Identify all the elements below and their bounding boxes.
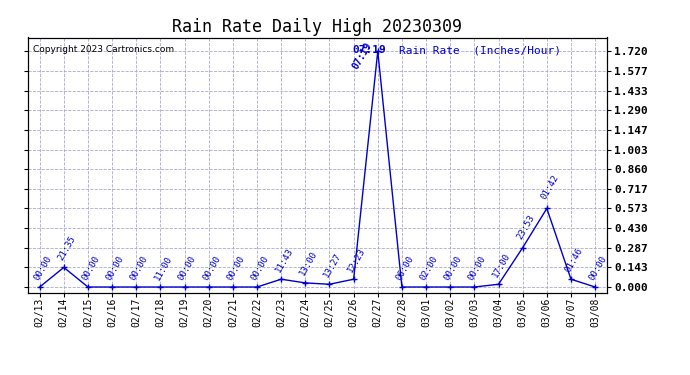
Text: 21:35: 21:35 xyxy=(56,234,77,261)
Text: 06:00: 06:00 xyxy=(394,254,415,282)
Text: 23:53: 23:53 xyxy=(515,214,536,242)
Text: 00:00: 00:00 xyxy=(587,254,609,282)
Text: 07:19: 07:19 xyxy=(352,45,386,55)
Text: 00:00: 00:00 xyxy=(201,254,222,282)
Text: Copyright 2023 Cartronics.com: Copyright 2023 Cartronics.com xyxy=(33,45,175,54)
Text: 00:00: 00:00 xyxy=(32,254,53,282)
Text: 00:00: 00:00 xyxy=(128,254,150,282)
Text: 00:00: 00:00 xyxy=(466,254,488,282)
Text: 01:42: 01:42 xyxy=(539,174,560,201)
Text: 07:19: 07:19 xyxy=(351,41,374,71)
Text: 00:00: 00:00 xyxy=(80,254,101,282)
Text: 12:23: 12:23 xyxy=(346,246,367,273)
Text: 00:00: 00:00 xyxy=(177,254,198,282)
Text: Rain Rate  (Inches/Hour): Rain Rate (Inches/Hour) xyxy=(399,45,560,55)
Text: 11:43: 11:43 xyxy=(273,246,295,273)
Text: 01:46: 01:46 xyxy=(563,246,584,273)
Text: 02:00: 02:00 xyxy=(418,254,440,282)
Text: 00:00: 00:00 xyxy=(249,254,270,282)
Text: 11:00: 11:00 xyxy=(152,254,174,282)
Title: Rain Rate Daily High 20230309: Rain Rate Daily High 20230309 xyxy=(172,18,462,36)
Text: 17:00: 17:00 xyxy=(491,251,512,279)
Text: 00:00: 00:00 xyxy=(442,254,464,282)
Text: 00:00: 00:00 xyxy=(225,254,246,282)
Text: 13:27: 13:27 xyxy=(322,251,343,279)
Text: 00:00: 00:00 xyxy=(104,254,126,282)
Text: 13:00: 13:00 xyxy=(297,250,319,278)
